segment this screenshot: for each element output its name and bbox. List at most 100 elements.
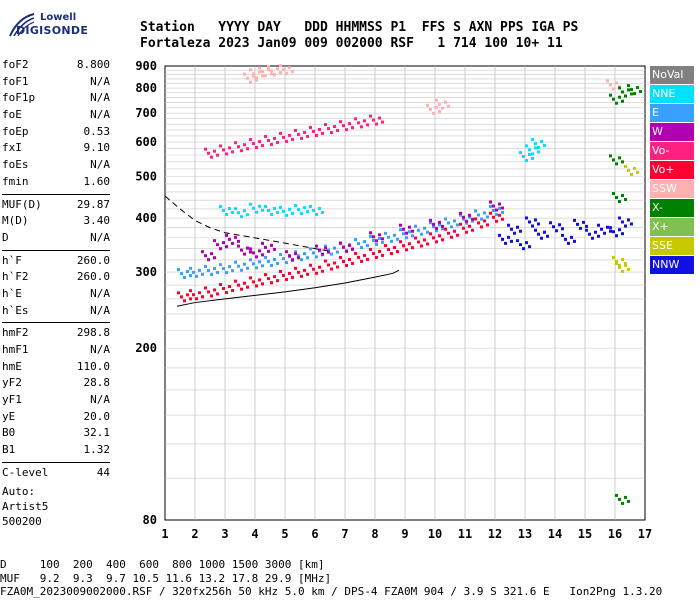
- scatter-mark-w: [291, 258, 294, 262]
- param-value: 110.0: [76, 359, 110, 373]
- param-value: 28.8: [83, 376, 111, 390]
- scatter-mark-w: [228, 237, 231, 241]
- scatter-mark-nne: [318, 206, 321, 210]
- scatter-mark-e: [375, 242, 378, 246]
- scatter-mark-w: [315, 244, 318, 248]
- scatter-mark-vo-: [279, 269, 282, 273]
- scatter-mark-w: [318, 248, 321, 252]
- scatter-mark-vo-: [438, 234, 441, 238]
- scatter-mark-e: [399, 228, 402, 232]
- scatter-mark-vo-: [243, 281, 246, 285]
- scatter-mark-nne: [540, 140, 543, 144]
- scatter-mark-w: [435, 226, 438, 230]
- scatter-mark-ssw: [429, 107, 432, 111]
- scatter-mark-w: [207, 258, 210, 262]
- scatter-mark-w: [351, 247, 354, 251]
- scatter-mark-vo-: [333, 125, 336, 129]
- scatter-mark-x-: [618, 86, 621, 90]
- scatter-mark-x-: [627, 84, 630, 88]
- scatter-mark-nne: [267, 208, 270, 212]
- scatter-mark-ssw: [267, 68, 270, 72]
- scatter-mark-nne: [282, 209, 285, 213]
- scatter-mark-e: [180, 272, 183, 276]
- legend-item-x-: X-: [650, 199, 694, 217]
- scatter-mark-nnw: [621, 220, 624, 224]
- y-tick-label: 700: [135, 106, 157, 120]
- scatter-mark-nnw: [516, 239, 519, 243]
- scatter-mark-sse: [618, 263, 621, 267]
- dashed-profile-curve: [164, 195, 331, 252]
- scatter-mark-ssw: [606, 79, 609, 83]
- scatter-mark-nnw: [516, 225, 519, 229]
- scatter-mark-e: [480, 217, 483, 221]
- scatter-mark-vo-: [480, 225, 483, 229]
- scatter-mark-w: [462, 215, 465, 219]
- scatter-mark-nne: [528, 152, 531, 156]
- scatter-mark-w: [261, 241, 264, 245]
- scatter-mark-e: [498, 206, 501, 210]
- scatter-mark-w: [405, 231, 408, 235]
- scatter-mark-e: [429, 221, 432, 225]
- scatter-mark-e: [177, 268, 180, 272]
- legend-item-e: E: [650, 104, 694, 122]
- scatter-mark-vo-: [255, 284, 258, 288]
- scatter-mark-e: [300, 258, 303, 262]
- scatter-mark-vo-: [432, 236, 435, 240]
- scatter-mark-vo-: [321, 131, 324, 135]
- legend-item-sse: SSE: [650, 237, 694, 255]
- x-tick-label: 6: [311, 527, 318, 541]
- scatter-mark-nne: [531, 156, 534, 160]
- scatter-mark-nnw: [573, 239, 576, 243]
- scatter-mark-e: [279, 253, 282, 257]
- scatter-mark-vo-: [288, 133, 291, 137]
- scatter-mark-w: [201, 250, 204, 254]
- scatter-mark-nnw: [588, 232, 591, 236]
- scatter-mark-vo-: [453, 229, 456, 233]
- param-value: 260.0: [76, 270, 110, 284]
- param-row: hmF2 298.8: [2, 326, 110, 343]
- scatter-mark-vo-: [285, 277, 288, 281]
- scatter-mark-ssw: [432, 111, 435, 115]
- scatter-mark-nne: [231, 210, 234, 214]
- scatter-mark-nnw: [507, 223, 510, 227]
- scatter-mark-vo-: [297, 132, 300, 136]
- scatter-mark-w: [249, 250, 252, 254]
- scatter-mark-x-: [630, 92, 633, 96]
- scatter-mark-e: [432, 225, 435, 229]
- legend-item-noval: NoVal: [650, 66, 694, 84]
- param-value: N/A: [90, 303, 110, 317]
- scatter-mark-vo-: [486, 223, 489, 227]
- scatter-mark-vo-: [309, 263, 312, 267]
- scatter-mark-nnw: [552, 225, 555, 229]
- scatter-mark-vo-: [204, 147, 207, 151]
- scatter-mark-vo-: [255, 146, 258, 150]
- scatter-mark-vo-: [270, 142, 273, 146]
- direction-legend: NoVal NNE E W Vo- Vo+ SSW X- X+ SSE NNW: [650, 66, 694, 275]
- scatter-mark-nne: [312, 208, 315, 212]
- scatter-mark-e: [297, 254, 300, 258]
- scatter-mark-w: [261, 253, 264, 257]
- scatter-mark-e: [264, 255, 267, 259]
- scatter-mark-e: [390, 239, 393, 243]
- scatter-mark-vo-: [210, 294, 213, 298]
- scatter-mark-e: [450, 225, 453, 229]
- scatter-mark-vo-: [315, 133, 318, 137]
- x-tick-label: 3: [221, 527, 228, 541]
- scatter-mark-x-: [609, 154, 612, 158]
- scatter-mark-e: [285, 261, 288, 265]
- scatter-mark-nnw: [609, 226, 612, 230]
- scatter-mark-w: [402, 227, 405, 231]
- scatter-mark-vo-: [207, 151, 210, 155]
- logo-text-lowell: Lowell: [40, 12, 77, 23]
- param-value: N/A: [90, 230, 110, 244]
- legend-item-vo-: Vo+: [650, 161, 694, 179]
- scatter-mark-vo-: [408, 242, 411, 246]
- scatter-mark-vo-: [375, 122, 378, 126]
- param-name: hmF2: [2, 326, 29, 340]
- scatter-mark-sse: [615, 259, 618, 263]
- scatter-mark-sse: [627, 168, 630, 172]
- scatter-mark-w: [249, 247, 252, 251]
- x-tick-label: 15: [578, 527, 592, 541]
- scatter-mark-nnw: [621, 232, 624, 236]
- scatter-mark-e: [366, 244, 369, 248]
